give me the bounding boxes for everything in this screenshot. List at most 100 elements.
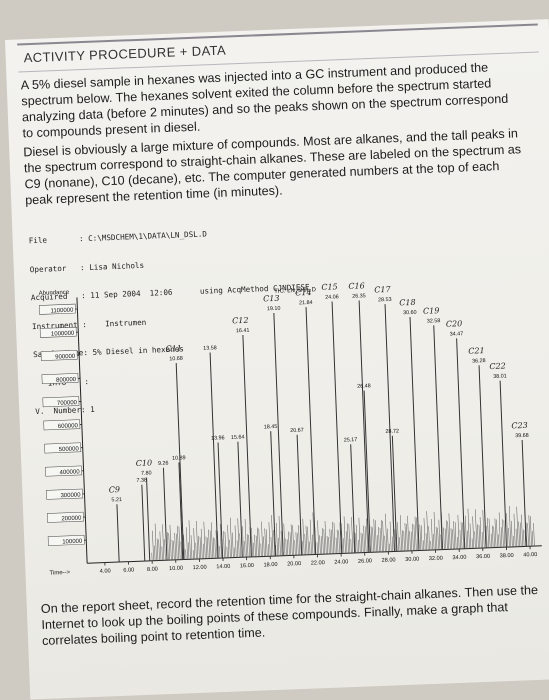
x-tick-label: 10.00 [169, 566, 183, 573]
peak-retention-label: 7.38 [136, 478, 147, 484]
peak-retention-label: 9.26 [158, 461, 169, 467]
peak-retention-label: 10.89 [172, 455, 186, 462]
y-tick-box [45, 465, 83, 477]
compound-handwritten-label: C12 [232, 316, 249, 326]
y-axis-title: Abundance [39, 290, 70, 297]
compound-handwritten-label: C21 [468, 346, 485, 356]
y-tick-label: 500000 [59, 446, 80, 453]
peak-retention-label: 32.58 [427, 318, 441, 325]
y-tick-box [38, 303, 76, 315]
chromatogram-peak [209, 352, 219, 559]
peak-retention-label: 36.28 [472, 358, 486, 365]
chromatogram-peak [270, 431, 277, 557]
y-tick-label: 800000 [56, 377, 77, 384]
compound-handwritten-label: C20 [446, 319, 463, 329]
compound-handwritten-label: C13 [263, 294, 280, 304]
x-tick-label: 6.00 [123, 567, 134, 573]
y-axis-line [76, 297, 88, 564]
chromatogram-peak [358, 300, 370, 553]
chromatogram-peak [521, 440, 527, 547]
peak-retention-label: 13.58 [203, 345, 217, 352]
chromatogram-peak [391, 435, 398, 552]
x-tick-label: 26.00 [358, 558, 372, 565]
x-tick-label: 4.00 [100, 568, 111, 574]
peak-retention-label: 39.68 [515, 433, 529, 440]
x-tick-label: 12.00 [193, 565, 207, 572]
x-tick-label: 8.00 [147, 567, 158, 573]
chromatogram-peak [146, 477, 151, 561]
peak-retention-label: 26.35 [352, 293, 366, 300]
x-tick-label: 32.00 [429, 556, 443, 563]
y-tick-box [40, 350, 78, 361]
header-line: Operator : Lisa Nichols [29, 260, 145, 274]
x-tick-label: 40.00 [523, 552, 537, 559]
chromatogram-peak [363, 390, 371, 553]
compound-handwritten-label: C16 [348, 281, 365, 291]
peak-retention-label: 7.80 [141, 470, 152, 476]
peak-retention-label: 30.60 [403, 310, 417, 317]
peak-retention-label: 16.41 [236, 328, 250, 335]
x-tick-label: 22.00 [311, 560, 325, 567]
chromatogram-peak [478, 365, 487, 548]
chromatogram-peak [175, 363, 185, 560]
compound-handwritten-label: C18 [399, 298, 416, 308]
compound-handwritten-label: C15 [321, 282, 338, 292]
x-tick-label: 30.00 [405, 556, 419, 563]
gc-chromatogram: 1100000 1000000 900000 800000 700000 600000 50… [38, 281, 542, 577]
chromatogram-peak [217, 442, 223, 559]
compound-handwritten-label: C11 [165, 344, 182, 354]
chromatogram-peak [331, 301, 343, 554]
compound-handwritten-label: C10 [136, 458, 153, 468]
y-tick-box [46, 511, 84, 523]
x-tick-label: 16.00 [240, 563, 254, 570]
y-tick-box [47, 534, 85, 546]
y-tick-label: 1100000 [50, 308, 74, 315]
chromatogram-peak [409, 317, 420, 551]
peak-retention-label: 28.53 [378, 297, 392, 304]
x-axis-title: Time--> [49, 570, 70, 577]
chromatogram-peak [141, 484, 146, 562]
x-tick-label: 18.00 [263, 562, 277, 569]
peak-retention-label: 10.68 [169, 356, 183, 363]
chromatogram-peak [305, 307, 317, 555]
compound-handwritten-label: C19 [423, 306, 440, 316]
chromatogram-peak [273, 312, 284, 556]
chromatogram-peak [456, 338, 466, 549]
peak-retention-label: 24.06 [325, 294, 339, 301]
y-tick-box [46, 488, 83, 500]
y-tick-box [42, 396, 80, 408]
y-tick-box [41, 373, 79, 385]
peak-retention-label: 13.96 [211, 435, 225, 442]
peak-retention-label: 15.64 [231, 434, 245, 441]
y-tick-box [44, 442, 82, 454]
compound-handwritten-label: C23 [511, 421, 528, 431]
peak-retention-label: 38.01 [493, 373, 507, 380]
chart-title: TIC: LN_DSL.D [274, 287, 317, 295]
peak-retention-label: 18.45 [264, 424, 278, 431]
baseline-minor-peaks [151, 505, 535, 561]
y-tick-box [43, 419, 81, 431]
x-tick-label: 36.00 [476, 554, 490, 561]
chromatogram-peak [296, 434, 303, 556]
y-tick-label: 700000 [57, 400, 78, 407]
peak-retention-label: 20.67 [290, 428, 304, 435]
chromatogram-peak [116, 504, 120, 563]
y-tick-label: 1000000 [51, 331, 75, 338]
x-tick-label: 28.00 [382, 557, 396, 564]
x-tick-label: 14.00 [216, 564, 230, 571]
x-tick-label: 24.00 [334, 559, 348, 566]
peak-retention-label: 25.17 [344, 437, 358, 444]
x-tick-label: 20.00 [287, 561, 301, 568]
worksheet-page: ACTIVITY PROCEDURE + DATA A 5% diesel sa… [5, 19, 549, 700]
compound-handwritten-label: C17 [374, 285, 392, 295]
header-line: File : C:\MSDCHEM\1\DATA\LN_DSL.D [28, 229, 208, 246]
peak-retention-label: 26.48 [357, 383, 371, 390]
y-tick-label: 900000 [55, 354, 76, 361]
peak-retention-label: 21.84 [299, 300, 313, 307]
x-tick-label: 38.00 [500, 553, 514, 560]
compound-handwritten-label: C22 [489, 361, 506, 371]
peak-retention-label: 28.72 [385, 429, 399, 436]
chromatogram-peak [242, 335, 252, 557]
y-tick-label: 300000 [60, 493, 81, 500]
chromatogram-peak [350, 444, 356, 553]
